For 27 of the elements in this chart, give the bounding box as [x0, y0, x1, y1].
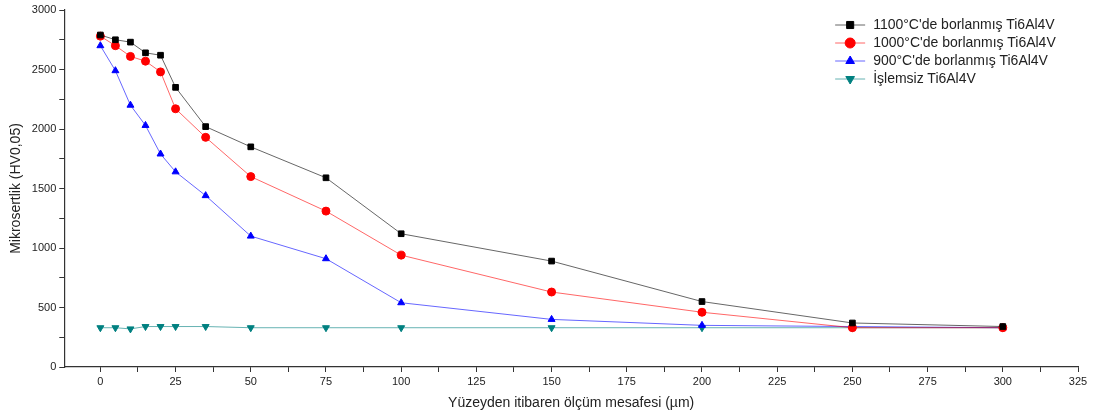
x-tick-label: 300	[993, 374, 1012, 387]
y-tick-label: 2500	[31, 62, 57, 75]
x-tick-label: 0	[97, 374, 104, 387]
legend-label: 1100°C'de borlanmış Ti6Al4V	[873, 15, 1056, 32]
x-tick-label: 250	[843, 374, 862, 387]
x-tick-label: 225	[768, 374, 787, 387]
x-tick-label: 50	[244, 374, 257, 387]
y-tick-label: 0	[50, 360, 57, 373]
x-tick-label: 100	[392, 374, 411, 387]
y-tick-label: 3000	[31, 3, 57, 16]
y-tick-label: 1000	[31, 241, 57, 254]
x-tick-label: 275	[918, 374, 937, 387]
x-tick-label: 25	[169, 374, 182, 387]
legend-label: 900°C'de borlanmış Ti6Al4V	[873, 51, 1049, 68]
x-tick-label: 200	[692, 374, 712, 387]
x-tick-label: 150	[542, 374, 561, 387]
y-tick-label: 1500	[31, 181, 57, 194]
x-axis-title: Yüzeyden itibaren ölçüm mesafesi (µm)	[448, 394, 695, 411]
legend-label: İşlemsiz Ti6Al4V	[873, 68, 977, 86]
x-tick-label: 125	[467, 374, 486, 387]
y-tick-label: 500	[37, 300, 57, 313]
x-tick-label: 325	[1068, 374, 1088, 387]
y-tick-label: 2000	[31, 122, 57, 135]
legend-label: 1000°C'de borlanmış Ti6Al4V	[873, 33, 1057, 50]
x-tick-label: 175	[617, 374, 636, 387]
y-axis-title: Mikrosertlik (HV0,05)	[7, 123, 24, 254]
x-tick-label: 75	[319, 374, 333, 387]
